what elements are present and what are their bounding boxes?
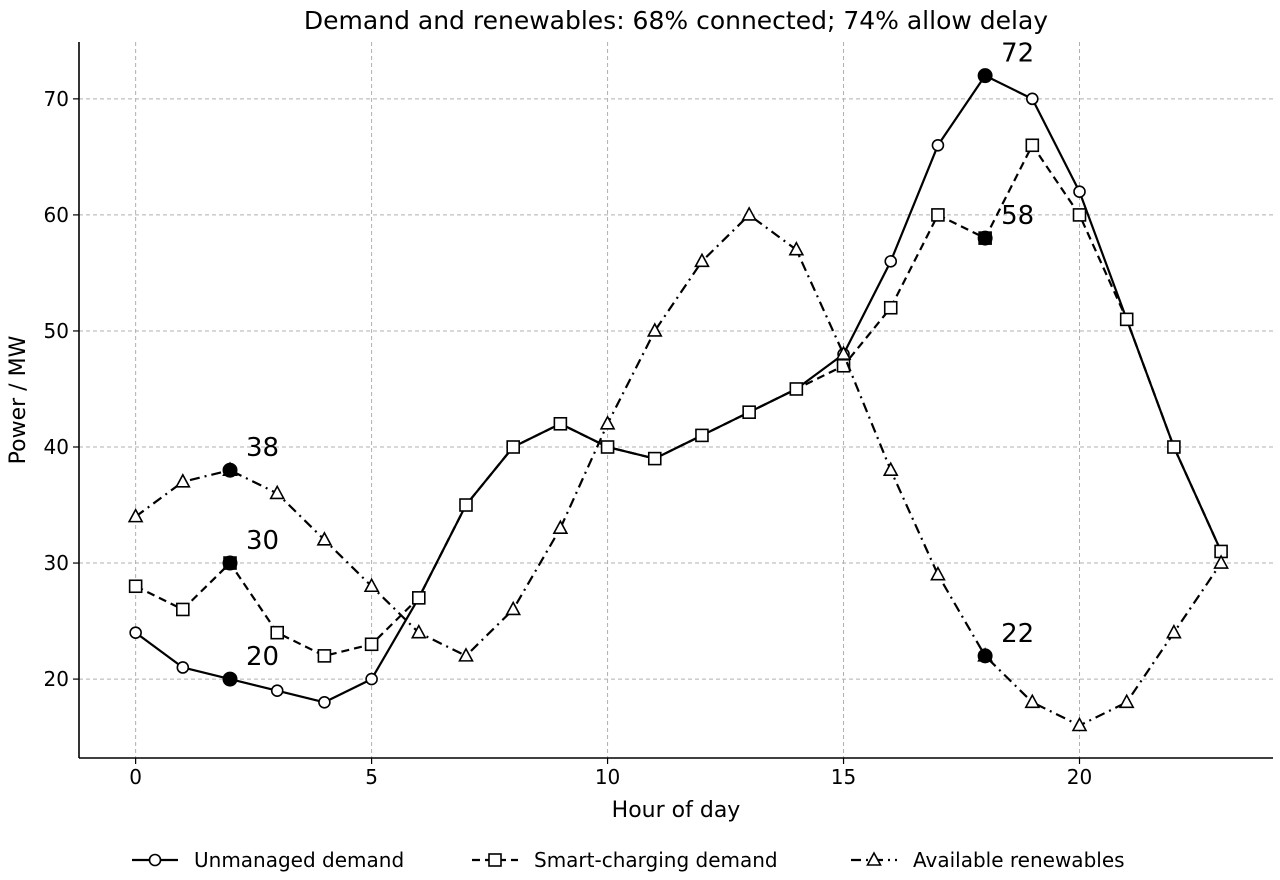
data-point-smart-charging-12 <box>695 428 709 443</box>
data-point-smart-charging-14 <box>789 382 804 396</box>
data-point-renewables-22 <box>1166 623 1182 639</box>
y-tick-label-5: 70 <box>44 87 69 111</box>
data-point-renewables-1 <box>174 473 191 488</box>
series-smart-charging <box>128 138 1228 663</box>
data-point-unmanaged-1 <box>176 661 190 674</box>
data-point-renewables-20 <box>1071 716 1088 732</box>
series-unmanaged <box>129 69 1228 709</box>
legend-marker-smart-charging <box>488 853 502 867</box>
data-point-smart-charging-5 <box>364 637 379 652</box>
data-point-smart-charging-7 <box>459 498 473 512</box>
data-point-renewables-0 <box>127 507 144 523</box>
y-axis-label: Power / MW <box>6 335 31 464</box>
y-tick-label-1: 30 <box>44 551 69 575</box>
data-point-smart-charging-13 <box>742 405 756 419</box>
data-point-renewables-4 <box>316 531 333 546</box>
legend: Unmanaged demand Smart-charging demand Ava… <box>132 848 1125 872</box>
x-ticks: 0 5 10 15 20 <box>129 758 1092 789</box>
data-point-unmanaged-19 <box>1026 92 1039 106</box>
data-point-renewables-21 <box>1118 693 1135 709</box>
highlight-point-2 <box>222 671 238 687</box>
data-point-unmanaged-17 <box>931 138 945 152</box>
data-point-smart-charging-4 <box>317 649 332 663</box>
data-point-renewables-19 <box>1024 693 1041 709</box>
x-tick-label-3: 15 <box>831 765 856 789</box>
series-layer <box>127 69 1229 732</box>
chart-title: Demand and renewables: 68% connected; 74… <box>304 6 1048 35</box>
highlight-point-5 <box>977 648 993 664</box>
data-point-smart-charging-22 <box>1167 440 1181 454</box>
annotation-label-2: 20 <box>246 642 279 672</box>
data-point-renewables-10 <box>599 415 616 430</box>
data-point-smart-charging-19 <box>1025 138 1040 153</box>
data-point-renewables-23 <box>1213 554 1229 569</box>
series-line-smart-charging <box>135 144 1223 657</box>
x-axis-label: Hour of day <box>612 798 741 823</box>
y-tick-label-0: 20 <box>44 667 69 691</box>
data-point-smart-charging-11 <box>647 451 662 466</box>
series-line-unmanaged <box>134 74 1223 704</box>
data-point-renewables-11 <box>646 322 663 337</box>
highlight-point-4 <box>977 230 993 246</box>
data-point-smart-charging-10 <box>600 440 615 454</box>
legend-marker-unmanaged <box>148 853 162 867</box>
data-point-smart-charging-1 <box>176 602 190 617</box>
annotation-label-0: 38 <box>246 433 279 463</box>
data-point-smart-charging-21 <box>1119 312 1134 327</box>
data-point-smart-charging-6 <box>411 591 426 605</box>
data-point-unmanaged-3 <box>270 684 284 697</box>
axes <box>78 42 1273 759</box>
x-tick-label-4: 20 <box>1067 765 1092 789</box>
legend-label-renewables: Available renewables <box>913 848 1125 872</box>
data-point-smart-charging-0 <box>128 579 143 594</box>
data-point-smart-charging-3 <box>270 625 285 640</box>
data-point-unmanaged-5 <box>365 672 378 686</box>
data-point-renewables-5 <box>363 577 380 593</box>
highlight-point-0 <box>222 462 238 478</box>
x-tick-label-2: 10 <box>595 765 620 789</box>
legend-marker-renewables <box>866 851 882 866</box>
data-point-smart-charging-16 <box>883 300 898 315</box>
series-renewables <box>127 206 1229 732</box>
highlight-point-1 <box>222 555 238 571</box>
data-point-smart-charging-8 <box>506 440 520 454</box>
data-point-renewables-12 <box>694 252 710 268</box>
x-tick-label-1: 5 <box>365 765 378 789</box>
x-tick-label-0: 0 <box>129 765 142 789</box>
y-tick-label-3: 50 <box>44 319 69 343</box>
data-point-unmanaged-16 <box>884 255 898 268</box>
data-point-renewables-9 <box>552 519 569 535</box>
data-point-renewables-7 <box>458 647 474 662</box>
y-ticks: 20 30 40 50 60 70 <box>44 87 79 691</box>
y-tick-label-4: 60 <box>44 203 69 227</box>
annotation-label-4: 58 <box>1001 201 1034 231</box>
data-point-renewables-3 <box>269 484 286 500</box>
data-point-smart-charging-17 <box>931 208 945 222</box>
data-point-unmanaged-0 <box>129 626 142 639</box>
data-point-unmanaged-4 <box>318 695 331 709</box>
y-tick-label-2: 40 <box>44 435 69 459</box>
annotation-layer: 38 30 20 72 58 22 <box>222 39 1034 687</box>
data-point-renewables-15 <box>835 345 852 360</box>
data-point-renewables-14 <box>788 241 805 256</box>
data-point-unmanaged-20 <box>1073 185 1086 198</box>
data-point-renewables-13 <box>741 206 757 221</box>
data-point-renewables-8 <box>505 600 522 616</box>
data-point-renewables-6 <box>410 623 427 639</box>
legend-label-unmanaged: Unmanaged demand <box>194 848 404 872</box>
annotation-label-5: 22 <box>1001 619 1034 649</box>
data-point-smart-charging-9 <box>553 416 568 431</box>
annotation-label-3: 72 <box>1001 39 1034 69</box>
data-point-smart-charging-20 <box>1072 208 1087 222</box>
data-point-renewables-16 <box>882 461 899 477</box>
legend-label-smart-charging: Smart-charging demand <box>534 848 778 872</box>
series-line-renewables <box>134 213 1222 727</box>
annotation-label-1: 30 <box>246 526 279 556</box>
data-point-renewables-17 <box>930 565 946 581</box>
highlight-point-3 <box>977 68 993 84</box>
